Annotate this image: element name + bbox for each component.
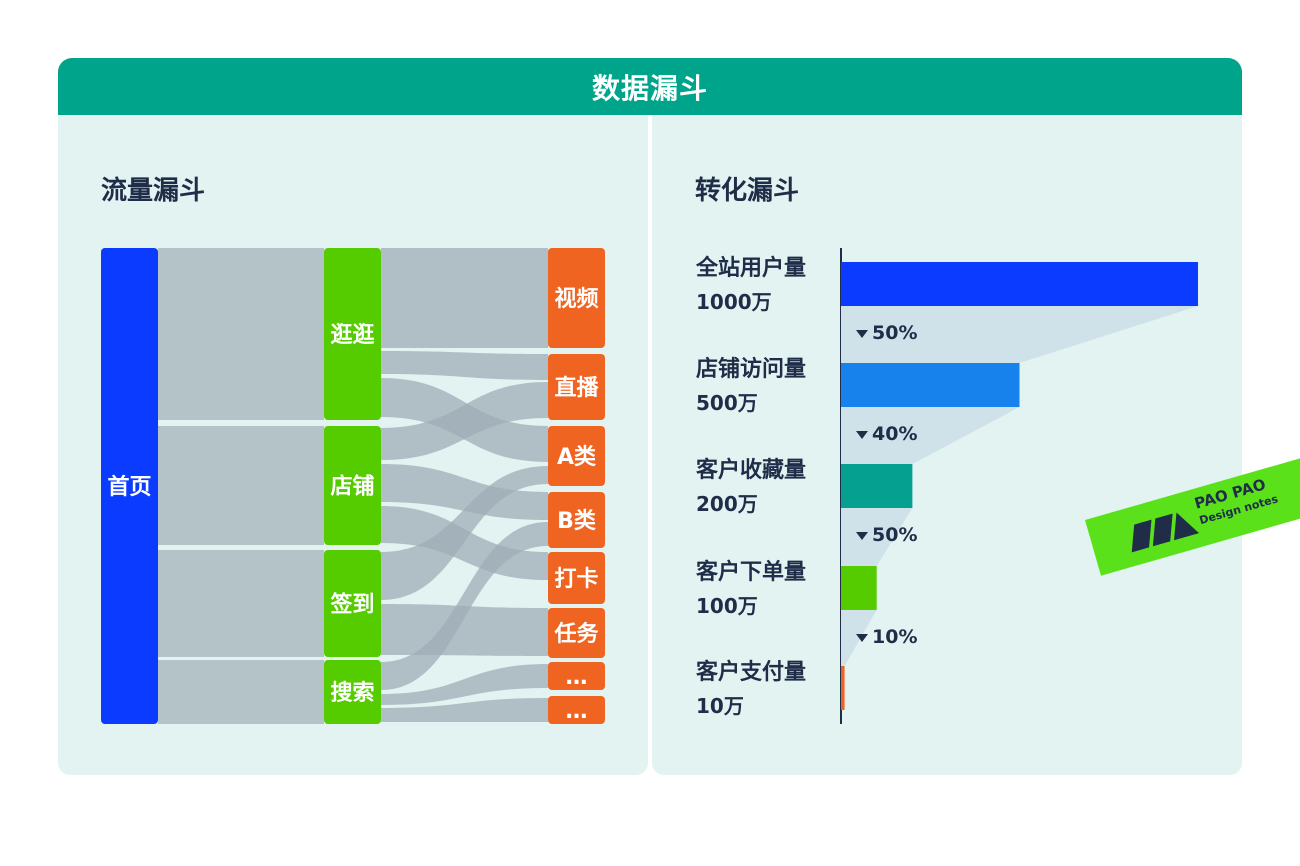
funnel-stage-name-2: 店铺访问量 — [696, 357, 807, 382]
level2-1-node — [548, 248, 605, 348]
level1-1-label: 逛逛 — [330, 322, 374, 348]
level1-2-label: 店铺 — [330, 474, 374, 500]
funnel-stage-value-3: 200万 — [696, 492, 758, 516]
level2-6-node — [548, 608, 605, 658]
level2-4-label: B类 — [557, 509, 597, 534]
flow-home-3 — [158, 550, 324, 657]
funnel-down-icon — [856, 430, 868, 439]
funnel-bar-5 — [841, 666, 845, 710]
level1-2-node — [324, 426, 381, 545]
flow-l2-10 — [381, 664, 548, 705]
funnel-bar-4 — [841, 566, 877, 610]
funnel-stage-value-2: 500万 — [696, 391, 758, 415]
flow-home-2 — [158, 426, 324, 545]
level2-3-label: A类 — [557, 445, 597, 470]
level2-1-label: 视频 — [554, 286, 598, 312]
conversion-funnel-title: 转化漏斗 — [695, 176, 800, 206]
level1-3-label: 签到 — [329, 592, 374, 618]
funnel-stage-name-3: 客户收藏量 — [696, 458, 807, 483]
flow-l2-8 — [381, 604, 548, 656]
funnel-stage-name-1: 全站用户量 — [696, 256, 807, 281]
level1-4-node — [324, 660, 381, 724]
level2-7-node — [548, 662, 605, 690]
page-title: 数据漏斗 — [591, 71, 708, 105]
conversion-rate-4: 10% — [856, 626, 917, 648]
level2-2-node — [548, 354, 605, 420]
flow-l2-11 — [381, 698, 548, 722]
level1-3-node — [324, 550, 381, 657]
flow-home-1 — [158, 248, 324, 420]
home-node — [101, 248, 158, 724]
flow-l2-4 — [381, 382, 548, 460]
funnel-bar-2 — [841, 363, 1020, 407]
conversion-rate-text: 50% — [872, 322, 918, 344]
conversion-rate-text: 10% — [872, 626, 918, 648]
level2-6-label: 任务 — [553, 621, 599, 647]
flow-l2-2 — [381, 351, 548, 380]
level1-4-label: 搜索 — [330, 681, 374, 706]
conversion-rate-2: 40% — [856, 423, 917, 445]
conversion-rate-text: 50% — [872, 524, 918, 546]
level2-3-node — [548, 426, 605, 486]
level1-1-node — [324, 248, 381, 420]
flow-l2-6 — [381, 506, 548, 580]
level2-7-label: … — [566, 665, 588, 690]
funnel-connector-2 — [841, 407, 1020, 464]
conversion-rate-1: 50% — [856, 322, 917, 344]
funnel-bar-3 — [841, 464, 913, 508]
funnel-stage-value-4: 100万 — [696, 594, 758, 618]
level2-8-label: … — [566, 699, 588, 724]
home-label: 首页 — [107, 474, 151, 500]
conversion-rate-text: 40% — [872, 423, 918, 445]
level2-4-node — [548, 492, 605, 548]
funnel-down-icon — [856, 633, 868, 642]
funnel-stage-value-1: 1000万 — [696, 290, 772, 314]
level2-2-label: 直播 — [554, 375, 599, 401]
funnel-down-icon — [856, 329, 868, 338]
funnel-stage-name-5: 客户支付量 — [696, 660, 807, 685]
flow-l2-1 — [381, 248, 548, 348]
flow-home-4 — [158, 660, 324, 724]
pao-pao-logo-icon — [1131, 512, 1200, 553]
funnel-connector-3 — [841, 508, 913, 566]
pao-pao-badge: PAO PAO Design notes — [1085, 457, 1300, 576]
level2-5-node — [548, 552, 605, 604]
funnel-down-icon — [856, 531, 868, 540]
level2-8-node — [548, 696, 605, 724]
flow-l2-9 — [381, 522, 548, 690]
level2-5-label: 打卡 — [554, 567, 598, 592]
funnel-stage-name-4: 客户下单量 — [696, 560, 807, 585]
flow-l2-5 — [381, 464, 548, 520]
funnel-connector-1 — [841, 306, 1198, 363]
funnel-stage-value-5: 10万 — [696, 694, 744, 718]
page-header: 数据漏斗 — [58, 58, 1242, 115]
funnel-bar-1 — [841, 262, 1198, 306]
conversion-rate-3: 50% — [856, 524, 917, 546]
flow-l2-7 — [381, 466, 548, 600]
traffic-funnel-title: 流量漏斗 — [101, 176, 206, 206]
